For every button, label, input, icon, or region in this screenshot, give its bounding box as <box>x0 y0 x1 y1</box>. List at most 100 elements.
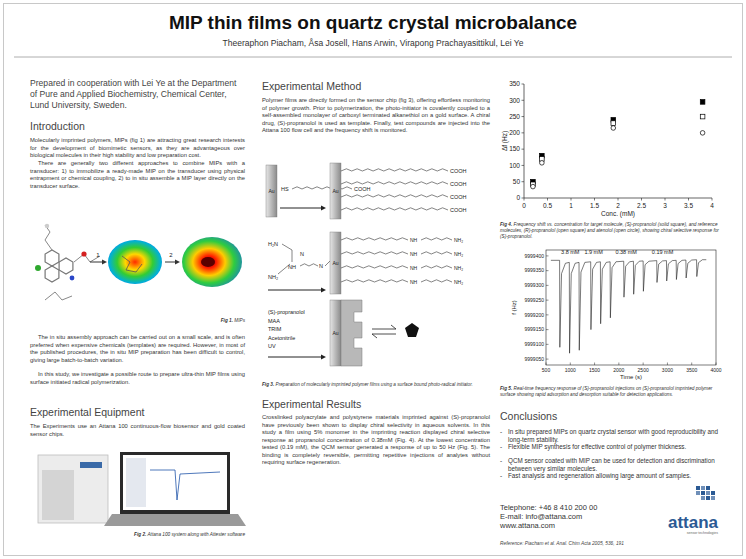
bullet: - <box>500 443 506 451</box>
x-tick <box>688 198 689 201</box>
screen-panel <box>126 458 146 507</box>
x-tick-label: 0 <box>522 202 526 209</box>
step-label: 1 <box>96 252 100 258</box>
heading: Experimental Equipment <box>30 406 245 418</box>
x-tick-label: 1500 <box>589 367 600 373</box>
arrow-line <box>268 357 322 358</box>
chain <box>421 238 452 240</box>
laptop-screen <box>120 452 230 514</box>
caption: Fig 4. Frequency shift vs. concentration… <box>500 222 720 240</box>
title: MIP thin films on quartz crystal microba… <box>0 12 746 34</box>
y-tick-label: 9999300 <box>525 282 545 288</box>
x-tick <box>641 198 642 201</box>
logo-square <box>711 496 715 500</box>
y-tick <box>546 359 549 360</box>
chain <box>341 280 408 282</box>
atom <box>70 276 75 281</box>
chem-label: COOH <box>354 186 371 192</box>
molecule-bond <box>45 225 52 250</box>
chain <box>341 182 448 184</box>
paragraph: Polymer films are directly formed on the… <box>262 97 490 135</box>
x-tick <box>665 198 666 201</box>
reagent: (S)-propranolol <box>268 309 305 315</box>
chem-label: NH <box>410 251 418 257</box>
caption-label: Fig 3. <box>262 382 274 387</box>
point <box>611 121 616 126</box>
reagent: Acetonitrile <box>268 335 295 341</box>
x-tick <box>716 363 717 366</box>
heading: Experimental Method <box>262 80 490 92</box>
atom <box>45 224 49 228</box>
arrow-head <box>321 206 326 211</box>
chain <box>341 208 448 210</box>
paragraph: The Experiments use an Attana 100 contin… <box>30 423 245 438</box>
chain <box>341 195 448 197</box>
logo-square <box>706 491 710 495</box>
caption-text: Preparation of molecularly imprinted pol… <box>276 382 473 387</box>
gold-surface <box>330 163 341 219</box>
chain <box>421 266 452 268</box>
heading: Conclusions <box>500 410 720 422</box>
poster-border <box>4 4 743 556</box>
equilibrium-arrow <box>372 325 396 329</box>
y-tick-label: 150 <box>509 145 520 152</box>
point <box>700 114 705 119</box>
molecule-bond <box>45 292 72 300</box>
y-tick-label: 9999400 <box>525 253 545 259</box>
chem-label: N <box>319 263 323 269</box>
molecule-ring <box>45 250 59 266</box>
y-axis <box>524 84 525 198</box>
reagent: TRIM <box>268 326 282 332</box>
surface-blob <box>108 240 162 284</box>
x-tick-label: 4000 <box>710 367 721 373</box>
y-tick-label: 350 <box>509 80 520 87</box>
caption: Fig 2. Attana 100 system along with Atte… <box>30 532 245 538</box>
conclusion: Flexible MIP synthesis for effective con… <box>508 443 718 451</box>
x-tick-label: 1 <box>569 202 573 209</box>
caption-label: Fig 2. <box>134 532 146 537</box>
chain <box>341 266 408 268</box>
instrument-badge <box>80 462 102 468</box>
x-tick <box>571 198 572 201</box>
series-line <box>551 260 706 353</box>
chem-label: COOH <box>450 194 467 200</box>
y-tick-label: 200 <box>509 129 520 136</box>
chem-label: NH <box>410 279 418 285</box>
x-tick <box>691 363 692 366</box>
chain <box>421 252 452 254</box>
chem-label: COOH <box>450 168 467 174</box>
conclusion: In situ prepared MIPs on quartz crystal … <box>508 428 718 443</box>
gold-surface <box>330 300 341 366</box>
polymer-layer <box>341 300 362 366</box>
logo-square <box>706 486 710 490</box>
space <box>274 382 275 387</box>
authors: Theeraphon Piacham, Åsa Josell, Hans Arw… <box>0 38 746 48</box>
annotation: 0.19 mM <box>652 249 674 255</box>
y-tick <box>522 165 525 166</box>
x-tick-label: 500 <box>542 367 551 373</box>
y-axis-title: f (Hz) <box>511 300 517 315</box>
bullet: - <box>500 428 506 436</box>
x-tick <box>712 198 713 201</box>
reagent: UV <box>268 343 276 349</box>
logo-square <box>701 496 705 500</box>
chem-label: COOH <box>450 181 467 187</box>
annotation: 0.38 mM <box>615 249 637 255</box>
gold-surface <box>330 232 341 294</box>
x-tick-label: 2.5 <box>637 202 646 209</box>
y-tick-label: 9999200 <box>525 312 545 318</box>
gold-label: Au <box>268 188 274 194</box>
logo-square <box>701 491 705 495</box>
x-tick <box>643 363 644 366</box>
x-tick <box>524 198 525 201</box>
chem-label: N <box>300 251 304 257</box>
chem-label: NH <box>410 237 418 243</box>
y-tick <box>522 84 525 85</box>
x-tick-label: 3500 <box>686 367 697 373</box>
atom <box>81 251 86 256</box>
x-tick-label: 1.5 <box>590 202 599 209</box>
x-tick <box>667 363 668 366</box>
x-axis-title: Conc. (mM) <box>601 210 635 218</box>
space <box>512 222 513 227</box>
logo-square <box>696 486 700 490</box>
